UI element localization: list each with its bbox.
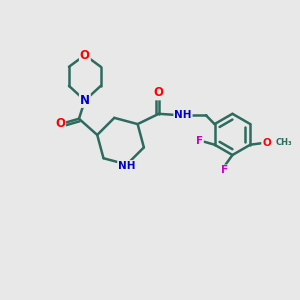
Text: O: O: [55, 117, 65, 130]
Text: O: O: [80, 49, 90, 62]
Text: NH: NH: [118, 161, 136, 171]
Text: F: F: [196, 136, 203, 146]
Text: O: O: [154, 86, 164, 99]
Text: O: O: [262, 138, 271, 148]
Text: CH₃: CH₃: [275, 138, 292, 147]
Text: F: F: [220, 165, 228, 175]
Text: NH: NH: [174, 110, 192, 120]
Text: N: N: [80, 94, 90, 107]
